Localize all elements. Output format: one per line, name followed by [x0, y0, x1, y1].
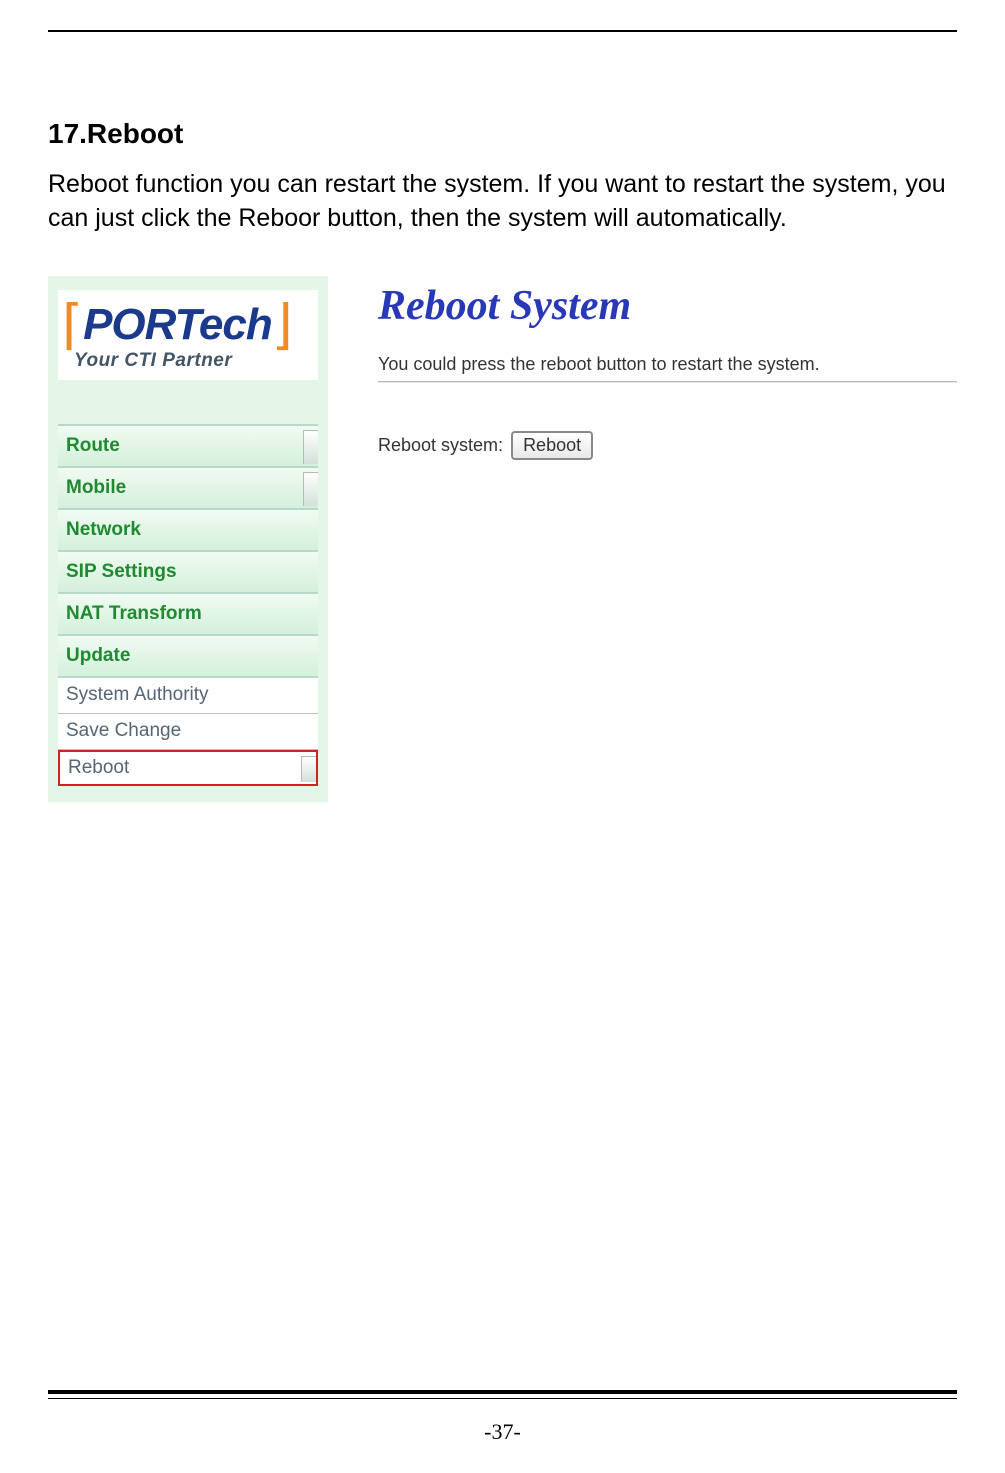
sidebar-item-network[interactable]: Network — [58, 510, 318, 552]
sidebar-item-label: Route — [66, 435, 120, 457]
section-body-text: Reboot function you can restart the syst… — [48, 168, 957, 236]
panel-divider — [378, 381, 957, 383]
page-number: -37- — [0, 1419, 1005, 1445]
sidebar-item-route[interactable]: Route — [58, 426, 318, 468]
logo-brackets: ⌈ PORTech ⌋ — [62, 296, 314, 354]
reboot-row: Reboot system: Reboot — [378, 431, 957, 460]
sidebar-spacer — [58, 390, 318, 426]
sidebar-item-update[interactable]: Update — [58, 636, 318, 678]
sidebar-item-label: Update — [66, 645, 130, 667]
main-panel: Reboot System You could press the reboot… — [378, 276, 957, 460]
logo-bracket-right-icon: ⌋ — [272, 298, 293, 352]
footer-rules — [48, 1390, 957, 1399]
sidebar-item-nat-transform[interactable]: NAT Transform — [58, 594, 318, 636]
sidebar-item-save-change[interactable]: Save Change — [58, 714, 318, 750]
sidebar-item-label: Network — [66, 519, 141, 541]
sidebar: ⌈ PORTech ⌋ Your CTI Partner Route Mobil… — [48, 276, 328, 802]
reboot-button[interactable]: Reboot — [511, 431, 593, 460]
footer-rule-thin — [48, 1398, 957, 1399]
panel-title: Reboot System — [378, 282, 957, 330]
logo-bracket-left-icon: ⌈ — [62, 298, 83, 352]
section-heading: 17.Reboot — [48, 118, 957, 150]
sidebar-item-label: SIP Settings — [66, 561, 177, 583]
logo-main-text: PORTech — [83, 300, 272, 350]
sidebar-item-label: NAT Transform — [66, 603, 202, 625]
reboot-system-label: Reboot system: — [378, 435, 503, 456]
sidebar-item-label: System Authority — [66, 684, 209, 706]
sidebar-item-label: Reboot — [68, 757, 129, 779]
sidebar-item-sip-settings[interactable]: SIP Settings — [58, 552, 318, 594]
panel-description: You could press the reboot button to res… — [378, 354, 957, 375]
sidebar-item-system-authority[interactable]: System Authority — [58, 678, 318, 714]
sidebar-item-label: Mobile — [66, 477, 126, 499]
page-content: 17.Reboot Reboot function you can restar… — [0, 30, 1005, 802]
sidebar-item-mobile[interactable]: Mobile — [58, 468, 318, 510]
screenshot-ui-row: ⌈ PORTech ⌋ Your CTI Partner Route Mobil… — [48, 276, 957, 802]
sidebar-item-reboot[interactable]: Reboot — [58, 750, 318, 786]
footer-rule-thick — [48, 1390, 957, 1394]
logo-block: ⌈ PORTech ⌋ Your CTI Partner — [58, 290, 318, 380]
sidebar-item-label: Save Change — [66, 720, 181, 742]
